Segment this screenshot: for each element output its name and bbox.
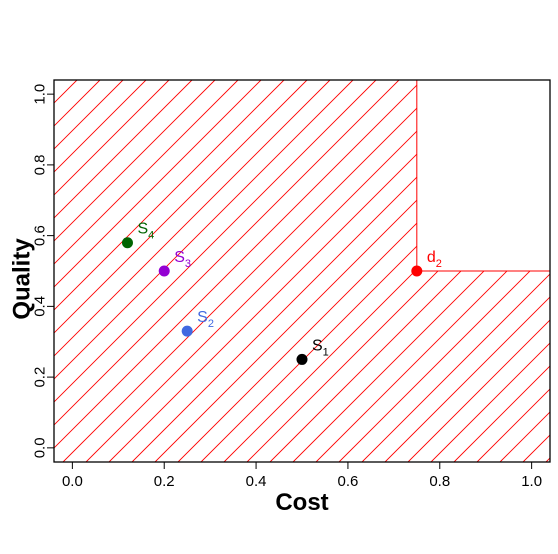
hatch-line bbox=[54, 80, 285, 462]
y-tick-label: 0.0 bbox=[32, 437, 49, 458]
hatch-line bbox=[54, 80, 193, 462]
point-label: d2 bbox=[427, 249, 442, 270]
hatch-line bbox=[54, 80, 124, 462]
y-tick-label: 0.8 bbox=[32, 154, 49, 175]
x-tick-label: 0.4 bbox=[246, 473, 267, 490]
hatch-line bbox=[54, 80, 377, 462]
data-point bbox=[181, 325, 193, 337]
hatch-line bbox=[453, 80, 550, 462]
y-tick-label: 0.6 bbox=[32, 225, 49, 246]
hatch-line bbox=[54, 80, 308, 462]
point-label: S3 bbox=[174, 249, 191, 270]
hatch-line bbox=[54, 80, 262, 462]
data-points: S1 S2 S3 S4 d2 bbox=[121, 221, 442, 365]
hatch-line bbox=[476, 80, 550, 462]
y-tick-label: 1.0 bbox=[32, 84, 49, 105]
data-point bbox=[158, 265, 170, 277]
hatch-line bbox=[54, 80, 216, 462]
point-label: S4 bbox=[137, 221, 154, 242]
y-tick-label: 0.2 bbox=[32, 367, 49, 388]
hatch-line bbox=[54, 80, 423, 462]
x-tick-label: 0.0 bbox=[62, 473, 83, 490]
y-axis: 0.0 0.2 0.4 0.6 0.8 1.0 bbox=[32, 84, 55, 458]
hatch-line bbox=[361, 80, 550, 462]
region-boundary bbox=[416, 80, 550, 272]
x-tick-label: 0.2 bbox=[154, 473, 175, 490]
x-tick-label: 1.0 bbox=[521, 473, 542, 490]
hatch-line bbox=[384, 80, 550, 462]
hatch-line bbox=[54, 80, 400, 462]
hatch-line bbox=[62, 80, 446, 462]
hatch-line bbox=[54, 80, 147, 462]
hatch-line bbox=[430, 80, 550, 462]
data-point bbox=[121, 237, 133, 249]
data-point bbox=[296, 353, 308, 365]
hatch-line bbox=[54, 80, 170, 462]
y-tick-label: 0.4 bbox=[32, 296, 49, 317]
point-label: S2 bbox=[197, 309, 214, 330]
point-label: S1 bbox=[312, 337, 329, 358]
x-tick-label: 0.6 bbox=[337, 473, 358, 490]
x-axis: 0.0 0.2 0.4 0.6 0.8 1.0 bbox=[62, 461, 542, 490]
hatch-line bbox=[85, 80, 469, 462]
hatch-line bbox=[54, 80, 331, 462]
y-axis-title: Quality bbox=[9, 238, 36, 320]
x-tick-label: 0.8 bbox=[429, 473, 450, 490]
hatch-line bbox=[407, 80, 550, 462]
data-point bbox=[411, 265, 423, 277]
hatch-line bbox=[54, 80, 239, 462]
x-axis-title: Cost bbox=[275, 489, 328, 516]
